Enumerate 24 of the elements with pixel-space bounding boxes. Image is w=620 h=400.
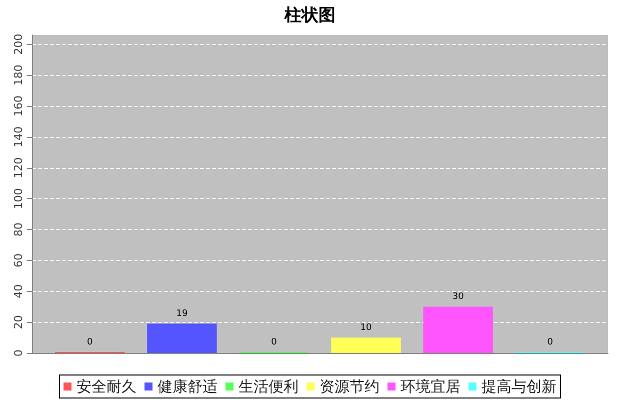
y-tick-label: 0 — [12, 350, 25, 356]
legend-label: 环境宜居 — [400, 378, 460, 396]
legend-label: 健康舒适 — [158, 378, 218, 396]
data-label: 10 — [360, 323, 372, 334]
legend-label: 安全耐久 — [76, 378, 136, 396]
legend-label: 资源节约 — [320, 378, 380, 396]
legend-label: 提高与创新 — [482, 378, 556, 396]
data-label: 30 — [452, 292, 464, 302]
y-tick-label: 20 — [12, 315, 25, 330]
y-tick-label: 80 — [12, 222, 25, 237]
y-tick-label: 140 — [12, 126, 25, 148]
data-label: 0 — [87, 338, 94, 348]
y-tick-label: 100 — [12, 188, 25, 210]
data-label: 0 — [271, 338, 278, 348]
chart-title: 柱状图 — [284, 6, 336, 26]
y-tick-label: 160 — [12, 96, 25, 117]
y-tick-label: 180 — [12, 64, 25, 86]
data-label: 19 — [176, 309, 188, 320]
data-label: 0 — [547, 338, 554, 348]
y-tick-label: 40 — [12, 284, 25, 298]
legend-label: 生活便利 — [238, 378, 298, 396]
y-tick-label: 60 — [12, 253, 25, 268]
y-tick-label: 120 — [12, 157, 25, 178]
y-tick-label: 200 — [12, 34, 25, 55]
